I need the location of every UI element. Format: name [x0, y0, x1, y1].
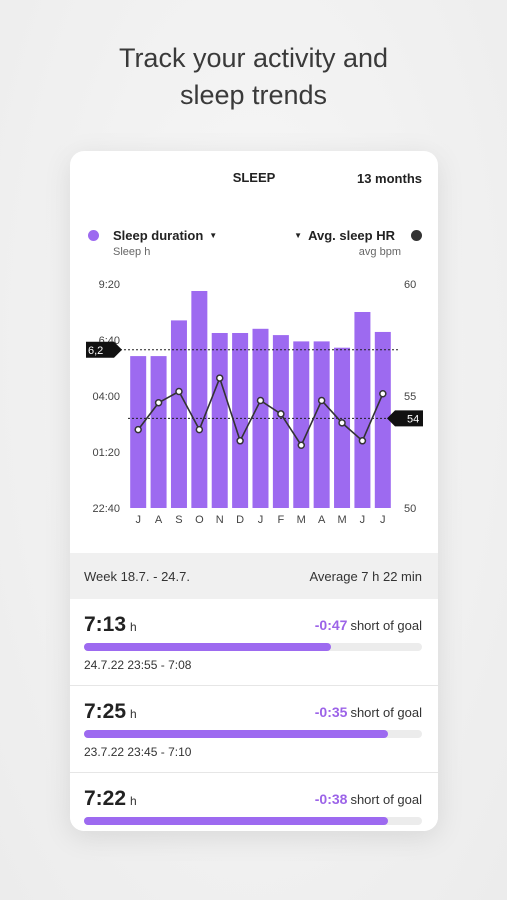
avg-hr-point[interactable]	[175, 387, 183, 396]
entry-note: short of goal	[350, 705, 422, 720]
avg-hr-point[interactable]	[195, 425, 204, 434]
x-tick-label: A	[155, 514, 163, 526]
avg-hr-point[interactable]	[154, 398, 163, 407]
y-left-tick-label: 01:20	[92, 447, 120, 459]
sleep-duration-bar[interactable]	[170, 320, 187, 508]
y-right-tick-label: 50	[404, 503, 416, 515]
sleep-duration-bar[interactable]	[334, 347, 351, 508]
avg-hr-point[interactable]	[379, 390, 387, 398]
x-tick-label: M	[337, 514, 346, 526]
goal-progress-track	[84, 730, 422, 738]
card-title: SLEEP	[232, 170, 276, 185]
avg-hr-point[interactable]	[256, 396, 265, 405]
sleep-card: SLEEP 13 months Sleep duration ▼ Sleep h…	[70, 151, 438, 831]
avg-hr-point[interactable]	[215, 374, 224, 382]
chevron-down-icon: ▼	[294, 231, 303, 240]
avg-hr-point[interactable]	[134, 425, 142, 434]
sleep-duration-bar[interactable]	[354, 311, 371, 508]
goal-progress-fill	[84, 730, 389, 738]
x-tick-label: O	[195, 514, 204, 526]
avg-hr-dot-icon	[411, 230, 422, 241]
avg-hr-flag	[387, 410, 423, 427]
y-left-tick-label: 22:40	[92, 503, 120, 515]
x-tick-label: F	[278, 514, 285, 526]
y-right-tick-label: 55	[404, 391, 416, 403]
legend-left-label: Sleep duration	[113, 228, 204, 243]
legend-sleep-duration[interactable]: Sleep duration ▼ Sleep h	[88, 228, 217, 258]
headline-line-1: Track your activity and	[118, 43, 389, 73]
legend-left-sub: Sleep h	[113, 246, 151, 258]
entry-unit: h	[130, 620, 137, 634]
week-label: Week 18.7. - 24.7.	[84, 569, 190, 584]
x-tick-label: N	[216, 514, 224, 526]
entry-time-range: 24.7.22 23:55 - 7:08	[84, 658, 192, 672]
entry-duration: 7:25	[84, 700, 127, 723]
sleep-duration-bar[interactable]	[211, 332, 228, 508]
card-header: SLEEP 13 months	[70, 151, 438, 201]
sleep-entry[interactable]: 7:25 h -0:35 short of goal 23.7.22 23:45 -…	[70, 686, 438, 773]
x-tick-label: J	[380, 514, 386, 526]
y-left-tick-label: 9:20	[99, 279, 120, 291]
x-tick-label: M	[297, 514, 306, 526]
x-tick-label: J	[258, 514, 264, 526]
sleep-duration-dot-icon	[88, 230, 99, 241]
x-tick-label: S	[175, 514, 182, 526]
headline: Track your activity and sleep trends	[0, 40, 507, 114]
avg-hr-point[interactable]	[236, 437, 244, 445]
goal-progress-fill	[84, 817, 389, 825]
legend-right-label: Avg. sleep HR	[308, 228, 395, 243]
legend-avg-sleep-hr[interactable]: ▼ Avg. sleep HR avg bpm	[294, 228, 422, 258]
avg-hr-point[interactable]	[338, 419, 346, 427]
sleep-duration-bar[interactable]	[272, 335, 289, 508]
entry-unit: h	[130, 707, 137, 721]
sleep-entry[interactable]: 7:13 h -0:47 short of goal 24.7.22 23:55 -…	[70, 599, 438, 686]
entry-diff: -0:35	[314, 704, 348, 720]
avg-hr-point[interactable]	[277, 410, 285, 418]
sleep-duration-bar[interactable]	[293, 341, 310, 508]
x-tick-label: A	[318, 514, 326, 526]
headline-line-2: sleep trends	[179, 80, 328, 110]
avg-duration-label: 6,2	[88, 345, 103, 357]
entry-duration: 7:22	[84, 787, 127, 810]
entry-note: short of goal	[350, 792, 422, 807]
sleep-duration-bar[interactable]	[150, 356, 167, 508]
sleep-duration-bar[interactable]	[191, 290, 208, 508]
x-tick-label: D	[236, 514, 244, 526]
sleep-duration-bar[interactable]	[313, 341, 330, 508]
goal-progress-track	[84, 643, 422, 651]
x-tick-label: J	[135, 514, 141, 526]
goal-progress-fill	[84, 643, 331, 651]
range-selector[interactable]: 13 months	[356, 171, 422, 186]
sleep-entry[interactable]: 7:22 h -0:38 short of goal	[70, 773, 438, 831]
week-average: Average 7 h 22 min	[309, 569, 422, 584]
goal-progress-track	[84, 817, 422, 825]
avg-hr-point[interactable]	[297, 441, 306, 450]
y-left-tick-label: 04:00	[92, 391, 120, 403]
entry-note: short of goal	[350, 618, 422, 633]
week-average-value: 7 h 22 min	[361, 569, 422, 584]
week-average-label: Average	[309, 569, 358, 584]
sleep-duration-bar[interactable]	[232, 332, 249, 508]
avg-hr-point[interactable]	[358, 437, 367, 445]
y-right-tick-label: 60	[404, 279, 416, 291]
entry-diff: -0:47	[314, 617, 348, 633]
entry-unit: h	[130, 794, 137, 808]
avg-hr-point[interactable]	[317, 396, 326, 405]
avg-hr-label: 54	[407, 413, 419, 425]
avg-duration-flag	[86, 341, 122, 358]
week-summary: Week 18.7. - 24.7. Average 7 h 22 min	[70, 553, 438, 599]
sleep-duration-bar[interactable]	[374, 331, 391, 508]
entry-diff: -0:38	[314, 791, 348, 807]
entry-time-range: 23.7.22 23:45 - 7:10	[84, 745, 192, 759]
legend-right-sub: avg bpm	[358, 246, 401, 258]
chevron-down-icon: ▼	[209, 231, 218, 240]
entry-duration: 7:13	[84, 613, 127, 636]
x-tick-label: J	[360, 514, 366, 526]
